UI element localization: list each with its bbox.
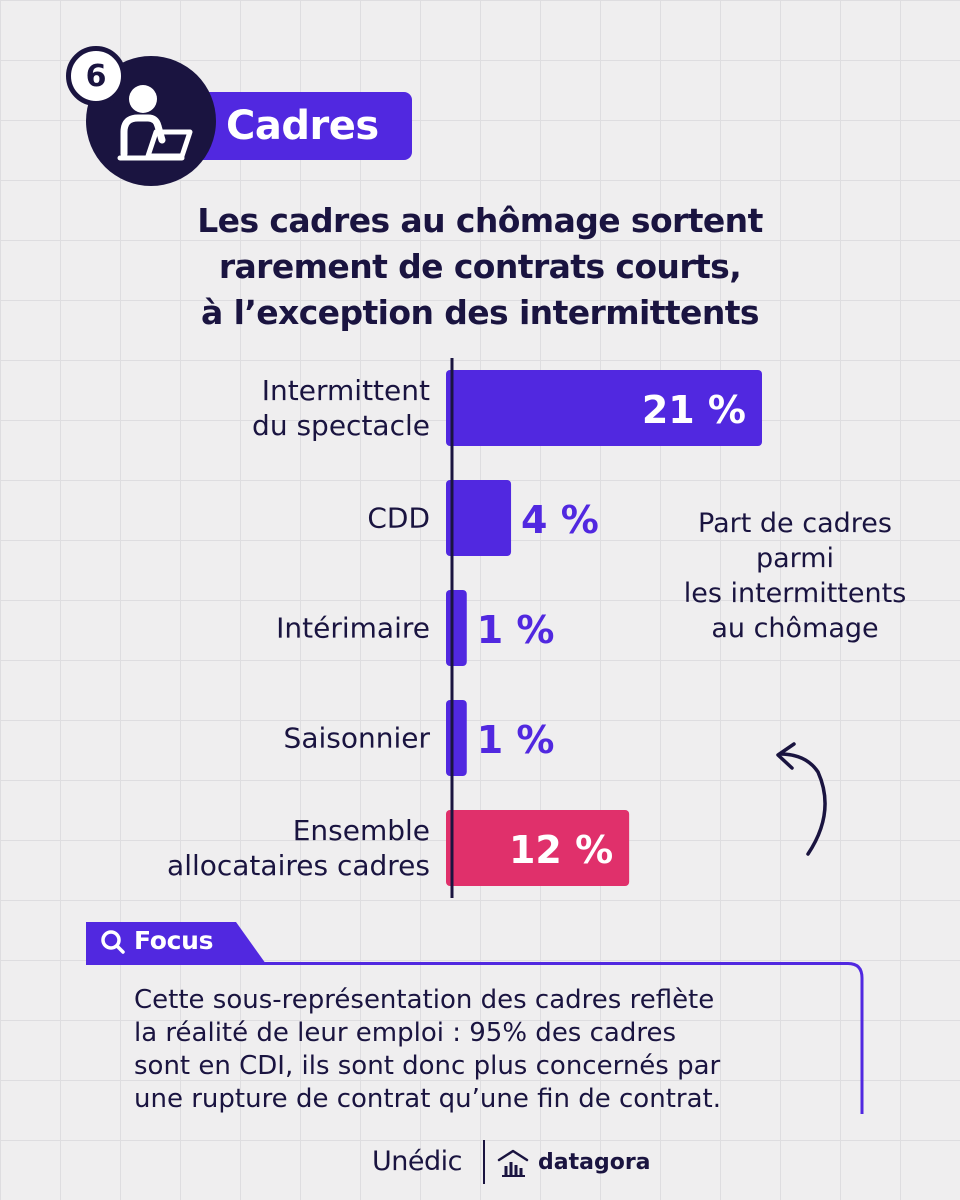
section-number-badge: 6 bbox=[66, 46, 126, 106]
bar-value-label: 21 % bbox=[642, 388, 746, 432]
category-label: Cadres bbox=[226, 103, 379, 149]
focus-frame bbox=[86, 962, 864, 1114]
focus-text-line: sont en CDI, ils sont donc plus concerné… bbox=[134, 1051, 721, 1081]
bar-value-label: 12 % bbox=[509, 828, 613, 872]
focus-text: Cette sous-représentation des cadres ref… bbox=[134, 984, 834, 1116]
annotation-line: au chômage bbox=[711, 613, 879, 644]
annotation-arrowhead bbox=[776, 742, 796, 770]
category-label: du spectacle bbox=[252, 409, 430, 442]
category-label: Intermittent bbox=[262, 374, 430, 407]
unedic-logo-text: Unédic bbox=[372, 1146, 462, 1177]
focus-text-line: une rupture de contrat qu’une fin de con… bbox=[134, 1084, 721, 1114]
focus-text-line: la réalité de leur emploi : 95% des cadr… bbox=[134, 1018, 677, 1048]
annotation-arrow bbox=[778, 752, 827, 856]
person-laptop-icon bbox=[117, 85, 193, 161]
bar bbox=[446, 700, 467, 776]
category-label: Intérimaire bbox=[276, 612, 430, 645]
annotation-line: les intermittents bbox=[683, 578, 907, 609]
bar bbox=[446, 810, 630, 886]
annotation-line: parmi bbox=[755, 543, 835, 574]
category-label: Saisonnier bbox=[284, 722, 431, 755]
focus-text-line: Cette sous-représentation des cadres ref… bbox=[134, 985, 715, 1015]
focus-label: Focus bbox=[134, 926, 214, 955]
annotation-line: Part de cadres bbox=[698, 508, 892, 539]
bar bbox=[446, 370, 762, 446]
focus-tab bbox=[86, 922, 266, 964]
bar-value-label: 4 % bbox=[521, 498, 599, 542]
bar-value-label: 1 % bbox=[477, 608, 555, 652]
bar-value-label: 1 % bbox=[477, 718, 555, 762]
category-label: CDD bbox=[367, 502, 430, 535]
chart-title-line: Les cadres au chômage sortent bbox=[197, 201, 763, 240]
bar bbox=[446, 480, 512, 556]
datagora-logo-text: datagora bbox=[538, 1150, 651, 1175]
chart-title: Les cadres au chômage sortent rarement d… bbox=[120, 198, 840, 336]
search-icon bbox=[101, 930, 125, 954]
bar-chart-house-icon bbox=[497, 1149, 529, 1177]
footer-divider bbox=[483, 1140, 485, 1184]
category-label: allocataires cadres bbox=[167, 849, 430, 882]
category-pill: Cadres bbox=[186, 92, 412, 160]
bar bbox=[446, 590, 467, 666]
chart-title-line: à l’exception des intermittents bbox=[201, 293, 759, 332]
chart-title-line: rarement de contrats courts, bbox=[218, 247, 742, 286]
chart-annotation: Part de cadres parmi les intermittents a… bbox=[650, 506, 940, 646]
category-label: Ensemble bbox=[293, 814, 430, 847]
